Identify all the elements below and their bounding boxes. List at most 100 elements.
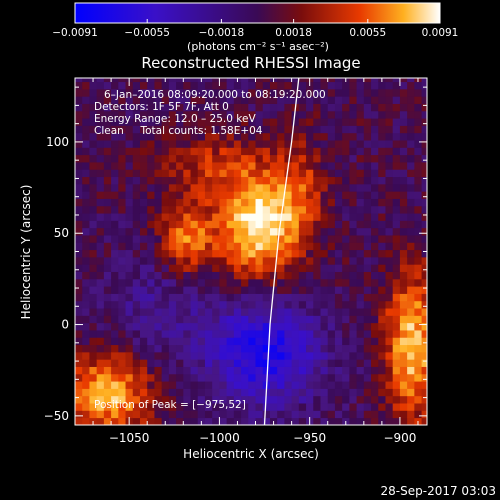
heatmap-cell [363,96,372,104]
heatmap-cell [277,322,285,331]
heatmap-cell [168,381,177,389]
heatmap-cell [190,417,199,425]
heatmap-cell [89,198,98,207]
heatmap-cell [349,366,357,375]
heatmap-cell [241,81,249,90]
heatmap-cell [241,213,249,221]
heatmap-cell [75,205,83,214]
heatmap-cell [176,322,184,331]
heatmap-cell [212,373,220,382]
heatmap-cell [154,359,163,367]
heatmap-cell [103,96,112,104]
heatmap-cell [82,381,90,389]
heatmap-cell [183,176,191,185]
heatmap-cell [298,169,307,178]
heatmap-cell [190,132,199,141]
heatmap-cell [212,220,220,229]
heatmap-cell [269,271,278,280]
heatmap-cell [183,227,191,236]
heatmap-cell [262,125,271,134]
heatmap-cell [89,278,98,287]
heatmap-cell [219,191,228,199]
heatmap-cell [183,381,191,389]
heatmap-cell [161,162,170,170]
heatmap-cell [334,140,343,148]
heatmap-cell [421,125,427,134]
heatmap-cell [313,191,321,199]
heatmap-cell [306,132,314,141]
heatmap-cell [363,403,372,411]
heatmap-cell [334,169,343,178]
heatmap-cell [414,140,422,148]
heatmap-cell [356,395,365,404]
heatmap-cell [219,315,228,324]
heatmap-cell [421,315,427,324]
heatmap-cell [212,271,220,280]
heatmap-cell [284,78,293,83]
heatmap-cell [233,125,242,134]
heatmap-cell [371,162,379,170]
heatmap-cell [378,220,386,229]
heatmap-cell [204,293,213,302]
heatmap-cell [255,88,264,97]
heatmap-cell [349,417,357,425]
heatmap-cell [241,147,249,156]
heatmap-cell [320,308,329,316]
heatmap-cell [226,359,235,367]
heatmap-cell [168,118,177,126]
heatmap-cell [212,315,220,324]
heatmap-cell [226,191,235,199]
heatmap-cell [371,249,379,258]
heatmap-cell [385,373,394,382]
heatmap-cell [399,96,408,104]
heatmap-cell [363,191,372,199]
heatmap-cell [327,220,336,229]
heatmap-cell [277,315,285,324]
heatmap-cell [125,315,134,324]
heatmap-cell [378,88,386,97]
heatmap-cell [255,103,264,112]
heatmap-cell [248,183,256,192]
heatmap-cell [284,140,293,148]
heatmap-cell [89,191,98,199]
heatmap-cell [277,249,285,258]
heatmap-cell [334,403,343,411]
heatmap-cell [385,132,394,141]
heatmap-cell [176,300,184,309]
heatmap-cell [154,344,163,353]
heatmap-cell [212,344,220,353]
colorbar-ticks: −0.0091 −0.0055 −0.0018 0.0018 0.0055 0.0091 [52,19,458,39]
heatmap-cell [226,308,235,316]
heatmap-cell [306,403,314,411]
heatmap-cell [327,213,336,221]
heatmap-cell [147,132,155,141]
heatmap-cell [118,147,126,156]
heatmap-cell [421,96,427,104]
heatmap-cell [320,191,329,199]
heatmap-cell [132,330,141,338]
heatmap-cell [291,417,300,425]
heatmap-cell [212,132,220,141]
heatmap-cell [241,264,249,272]
heatmap-cell [363,256,372,265]
heatmap-cell [176,271,184,280]
x-tick-label: −900 [383,431,416,445]
heatmap-cell [313,125,321,134]
heatmap-cell [176,381,184,389]
heatmap-cell [414,403,422,411]
heatmap-cell [75,366,83,375]
heatmap-cell [168,81,177,90]
heatmap-cell [233,271,242,280]
heatmap-cell [154,351,163,360]
heatmap-cell [327,286,336,294]
heatmap-cell [154,78,163,83]
heatmap-cell [262,351,271,360]
heatmap-cell [349,81,357,90]
heatmap-cell [241,373,249,382]
heatmap-cell [248,293,256,302]
heatmap-cell [139,308,148,316]
heatmap-cell [139,213,148,221]
heatmap-cell [327,359,336,367]
heatmap-cell [219,300,228,309]
heatmap-cell [399,308,408,316]
